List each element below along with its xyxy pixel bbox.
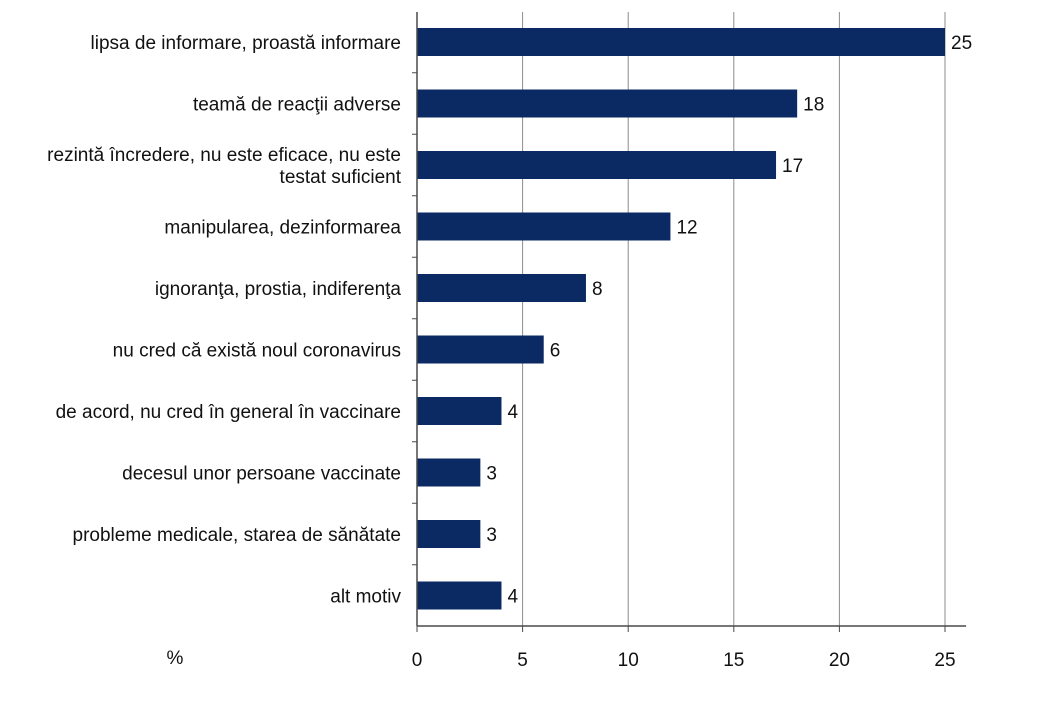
- x-tick-label-25: 25: [934, 650, 955, 671]
- category-label-10: alt motiv: [330, 587, 401, 608]
- bar-3: [417, 151, 777, 179]
- x-tick-label-20: 20: [829, 650, 850, 671]
- bar-9: [417, 520, 481, 548]
- data-label-4: 12: [676, 218, 697, 239]
- labels: 25 lipsa de informare, proastă informare 1…: [47, 33, 972, 671]
- bar-1: [417, 28, 945, 56]
- category-label-9: probleme medicale, starea de sănătate: [73, 525, 401, 546]
- data-label-10: 4: [507, 587, 518, 608]
- bar-7: [417, 397, 502, 425]
- bar-8: [417, 458, 481, 487]
- bars: [417, 28, 945, 610]
- category-label-4: manipularea, dezinformarea: [164, 218, 401, 239]
- bar-2: [417, 89, 798, 118]
- data-label-5: 8: [592, 279, 603, 300]
- data-label-3: 17: [782, 156, 803, 177]
- x-tick-label-15: 15: [723, 650, 744, 671]
- x-tick-label-10: 10: [618, 650, 639, 671]
- axes: [412, 12, 967, 632]
- data-label-7: 4: [507, 402, 518, 423]
- x-tick-label-5: 5: [517, 650, 528, 671]
- bar-4: [417, 212, 671, 241]
- bar-10: [417, 581, 502, 610]
- x-tick-label-0: 0: [412, 650, 423, 671]
- x-axis-title: %: [167, 648, 184, 669]
- category-label-3: rezintă încredere, nu este eficace, nu e…: [47, 145, 402, 188]
- data-label-8: 3: [486, 464, 497, 485]
- bar-6: [417, 335, 544, 364]
- category-label-5: ignoranţa, prostia, indiferenţa: [155, 279, 402, 300]
- data-label-2: 18: [803, 95, 824, 116]
- data-label-9: 3: [486, 525, 497, 546]
- data-label-1: 25: [951, 33, 972, 54]
- category-label-6: nu cred că există noul coronavirus: [113, 341, 401, 362]
- category-label-7: de acord, nu cred în general în vaccinar…: [56, 402, 401, 423]
- category-label-2: teamă de reacţii adverse: [193, 95, 401, 116]
- bar-5: [417, 274, 586, 302]
- category-label-1: lipsa de informare, proastă informare: [91, 33, 401, 54]
- data-label-6: 6: [550, 341, 561, 362]
- category-label-8: decesul unor persoane vaccinate: [122, 464, 401, 485]
